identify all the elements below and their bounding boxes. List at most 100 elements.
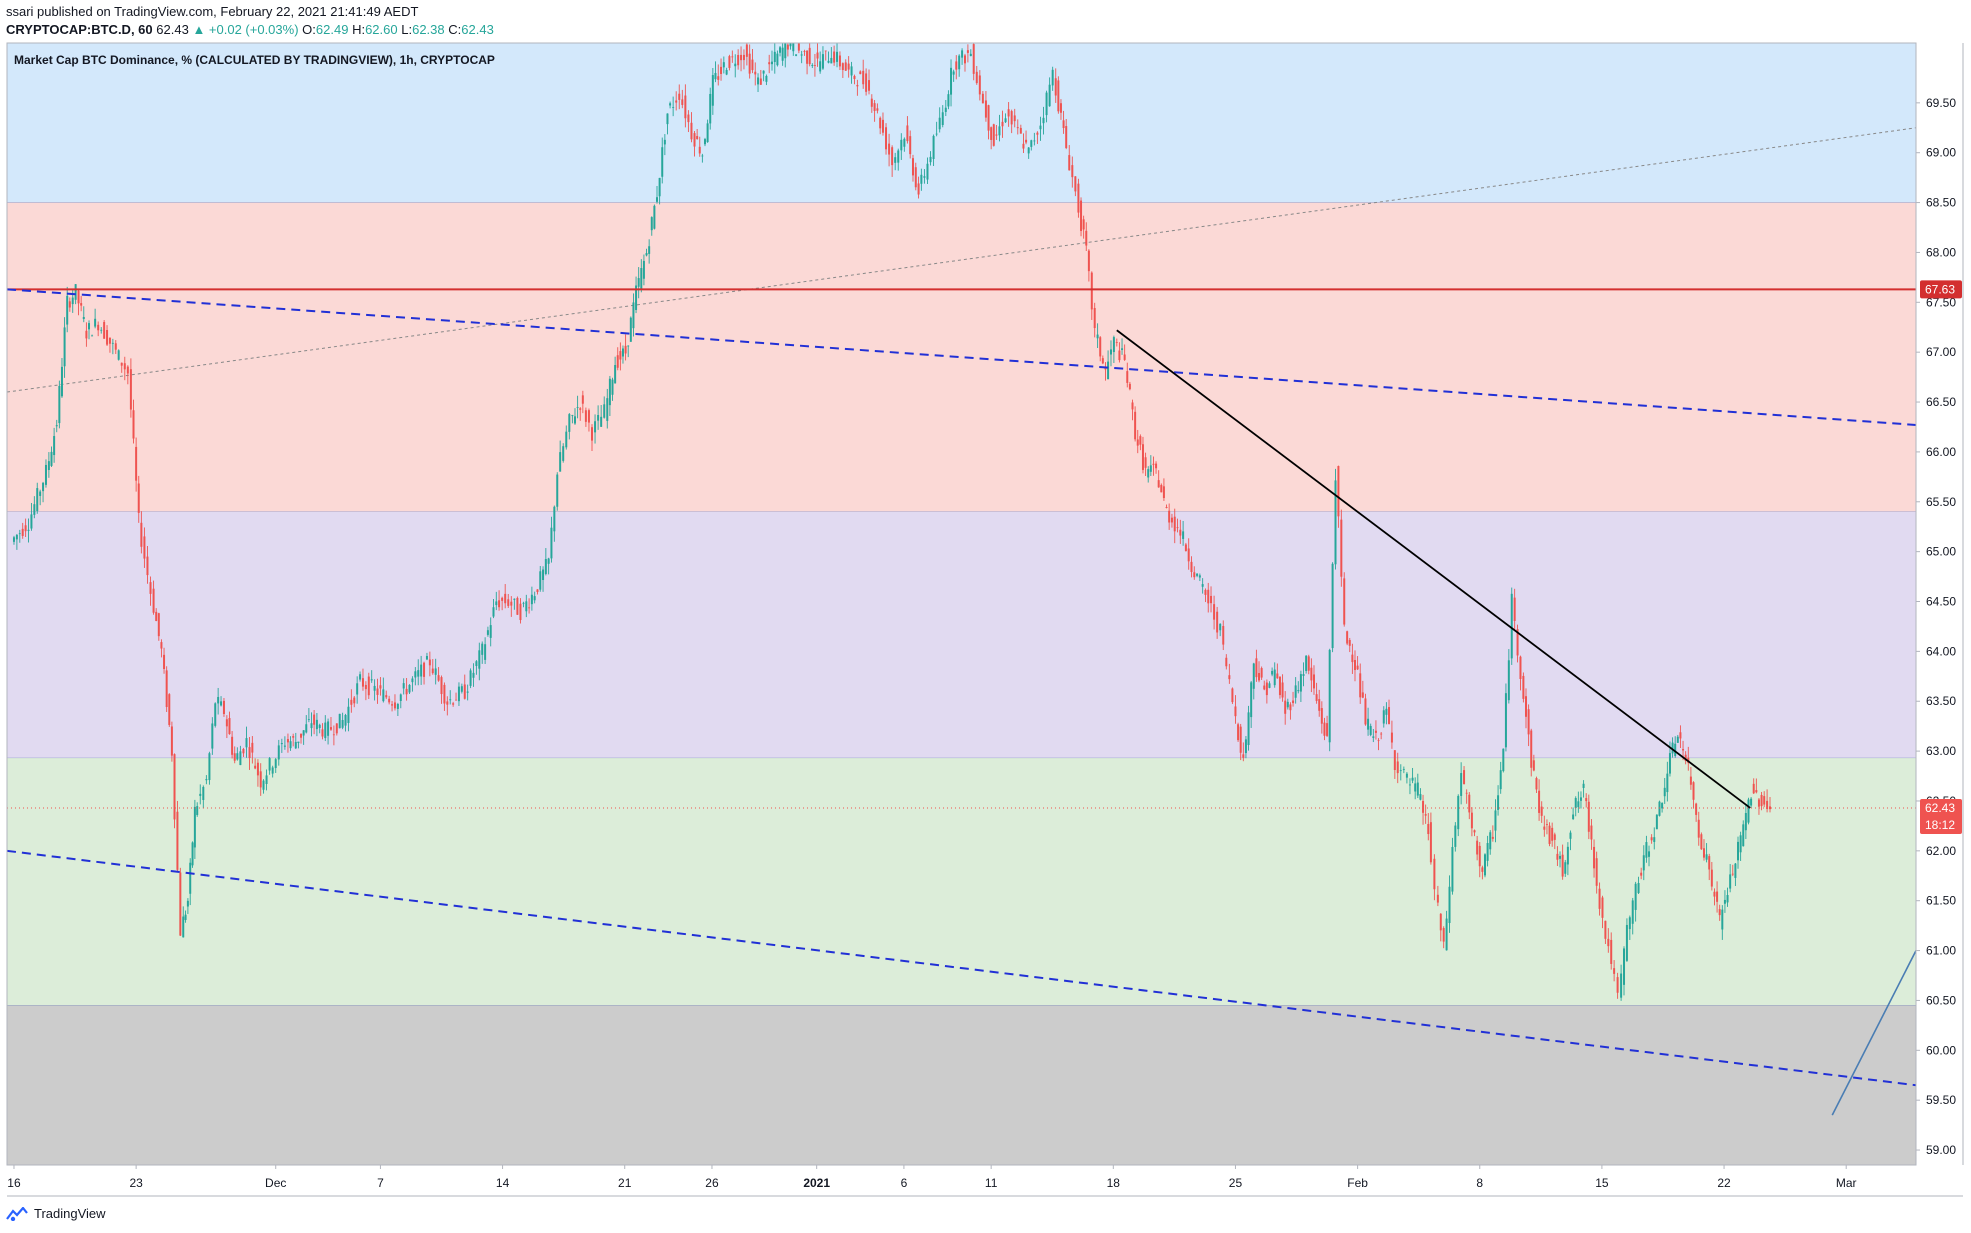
candle-body xyxy=(1708,856,1711,870)
candle-body xyxy=(1222,626,1225,645)
candle-body xyxy=(163,654,166,669)
candle-body xyxy=(80,303,83,306)
candle-body xyxy=(408,684,411,693)
candle-body xyxy=(841,63,844,70)
candle-body xyxy=(1307,656,1310,671)
candle-body xyxy=(1228,675,1231,680)
last-price: 62.43 xyxy=(156,22,189,37)
candle-body xyxy=(1353,659,1356,671)
candle-body xyxy=(495,601,498,606)
candle-body xyxy=(1356,665,1359,670)
candle-body xyxy=(1273,669,1276,686)
candle-body xyxy=(856,84,859,87)
candle-body xyxy=(1631,900,1634,924)
candle-body xyxy=(196,806,199,815)
candle-body xyxy=(1569,832,1572,839)
candle-body xyxy=(176,811,179,870)
y-tick-label: 66.50 xyxy=(1926,395,1956,409)
candle-body xyxy=(1535,778,1538,790)
y-tick-label: 60.50 xyxy=(1926,993,1956,1007)
candle-body xyxy=(853,75,856,79)
candle-body xyxy=(591,427,594,441)
chart-title: Market Cap BTC Dominance, % (CALCULATED … xyxy=(14,53,495,67)
candle-body xyxy=(1157,480,1160,488)
candle-body xyxy=(120,362,123,366)
candle-body xyxy=(984,100,987,118)
candle-body xyxy=(294,741,297,749)
candle-body xyxy=(1057,80,1060,112)
candle-body xyxy=(1087,250,1090,272)
candle-body xyxy=(85,330,88,339)
candle-body xyxy=(1582,783,1585,788)
candle-body xyxy=(811,64,814,66)
candle-body xyxy=(1165,507,1168,509)
candle-body xyxy=(1019,127,1022,134)
candle-body xyxy=(950,67,953,95)
candle-body xyxy=(955,61,958,70)
candle-body xyxy=(587,410,590,423)
candle-body xyxy=(1302,674,1305,676)
candle-body xyxy=(1729,874,1732,889)
candle-body xyxy=(862,70,865,85)
y-tick-label: 60.00 xyxy=(1926,1043,1956,1057)
footer-brand[interactable]: TradingView xyxy=(6,1206,106,1221)
plot-frame xyxy=(6,42,1917,1166)
zone-3 xyxy=(7,758,1916,1006)
candle-body xyxy=(1380,733,1383,735)
candle-body xyxy=(879,117,882,129)
candle-body xyxy=(1713,891,1716,897)
candle-body xyxy=(1416,782,1419,796)
candle-body xyxy=(1152,463,1155,465)
candle-body xyxy=(1346,631,1349,644)
candle-body xyxy=(1149,465,1152,472)
x-tick-label: 14 xyxy=(496,1176,510,1190)
candle-body xyxy=(1625,924,1628,961)
candle-body xyxy=(1465,792,1468,794)
candle-body xyxy=(211,723,214,749)
candle-body xyxy=(1334,480,1337,565)
candle-body xyxy=(402,683,405,689)
candle-body xyxy=(1297,690,1300,692)
candle-body xyxy=(44,464,47,485)
candle-body xyxy=(888,143,891,155)
candle-body xyxy=(773,51,776,62)
candle-body xyxy=(961,50,964,58)
candle-body xyxy=(1239,726,1242,753)
candle-body xyxy=(1260,668,1263,678)
candle-body xyxy=(1723,899,1726,904)
candle-body xyxy=(1252,663,1255,689)
candle-body xyxy=(324,722,327,739)
candle-body xyxy=(900,139,903,151)
candle-body xyxy=(1742,824,1745,847)
candle-body xyxy=(1460,773,1463,796)
chart[interactable]: 69.50 69.00 68.50 68.00 67.50 67.00 66.50 66.00… xyxy=(0,0,1971,1200)
candle-body xyxy=(36,488,39,512)
candle-body xyxy=(703,139,706,145)
candle-body xyxy=(106,330,109,345)
candle-body xyxy=(1090,272,1093,310)
candle-body xyxy=(220,701,223,706)
candle-body xyxy=(268,758,271,771)
candle-body xyxy=(1540,806,1543,816)
candle-body xyxy=(819,61,822,72)
candle-body xyxy=(1663,787,1666,797)
candle-body xyxy=(516,597,519,615)
candle-body xyxy=(1448,886,1451,924)
candle-body xyxy=(1160,484,1163,493)
y-tick-label: 68.50 xyxy=(1926,196,1956,210)
candle-body xyxy=(571,415,574,417)
candle-body xyxy=(917,183,920,195)
candle-body xyxy=(914,167,917,188)
candle-body xyxy=(544,558,547,574)
candle-body xyxy=(361,678,364,687)
symbol-label: CRYPTOCAP:BTC.D, 60 xyxy=(6,22,153,37)
candle-body xyxy=(906,125,909,142)
x-axis: 16 23 Dec 7 14 21 26 2021 6 11 18 25 Feb 8 15 22 Mar xyxy=(7,1165,1963,1197)
candle-body xyxy=(1545,824,1548,825)
candle-body xyxy=(30,514,33,529)
candle-body xyxy=(542,569,545,581)
candle-body xyxy=(603,404,606,418)
candle-body xyxy=(1367,718,1370,730)
candle-body xyxy=(484,644,487,660)
y-axis: 69.50 69.00 68.50 68.00 67.50 67.00 66.50 66.00… xyxy=(1916,96,1956,1157)
